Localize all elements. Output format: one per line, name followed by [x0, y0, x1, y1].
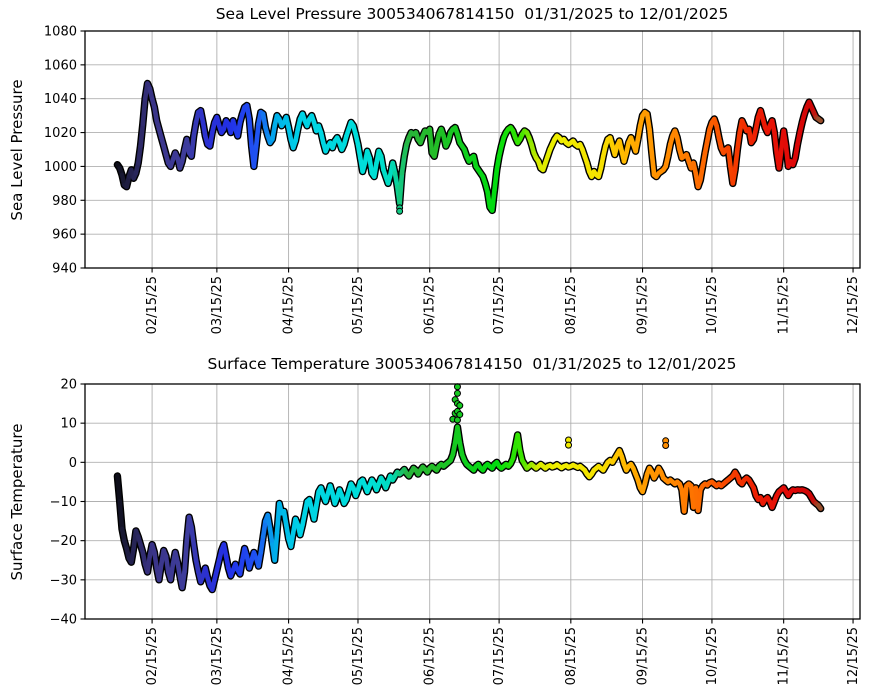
x-tick-label: 09/15/25 [636, 276, 651, 334]
outlier-dot [662, 441, 670, 449]
x-tick-label: 02/15/25 [145, 627, 160, 685]
x-tick-label: 10/15/25 [705, 276, 720, 334]
y-tick-label: 20 [60, 378, 77, 393]
x-tick-label: 08/15/25 [564, 627, 579, 685]
plot-border [84, 383, 861, 620]
outlier-dot [456, 411, 464, 419]
y-tick-label: 1080 [44, 25, 77, 40]
y-tick-label: 0 [69, 456, 77, 471]
outlier-dot [565, 441, 573, 449]
y-tick-label: −40 [50, 613, 77, 628]
surface-temperature-plot: −40 −30 −20 −10 0 10 20 02/15/25 03/15/25 04/15/2… [50, 378, 861, 686]
data-series [113, 79, 825, 215]
sea-level-pressure-plot: 940 960 980 1000 1020 1040 1060 1080 02/15/25 03/… [44, 25, 861, 335]
y-tick-label: −20 [50, 534, 77, 549]
axis-ticks [80, 30, 854, 273]
y-tick-label: 940 [52, 262, 77, 277]
x-tick-label: 12/15/25 [846, 276, 861, 334]
x-tick-label: 06/15/25 [423, 276, 438, 334]
x-tick-label: 02/15/25 [145, 276, 160, 334]
plot-border [84, 30, 861, 269]
x-tick-label: 04/15/25 [282, 627, 297, 685]
x-tick-label: 07/15/25 [492, 276, 507, 334]
y-tick-label: −30 [50, 573, 77, 588]
x-tick-label: 12/15/25 [846, 627, 861, 685]
y-tick-label: 1020 [44, 126, 77, 141]
x-tick-label: 03/15/25 [210, 276, 225, 334]
y-tick-label: 1040 [44, 92, 77, 107]
x-tick-label: 04/15/25 [282, 276, 297, 334]
x-tick-label: 05/15/25 [351, 276, 366, 334]
axis-tick-labels: 940 960 980 1000 1020 1040 1060 1080 02/15/25 03/… [44, 25, 861, 335]
outlier-points [396, 204, 404, 215]
y-tick-label: 10 [60, 417, 77, 432]
outlier-points [449, 383, 670, 449]
x-tick-label: 11/15/25 [777, 276, 792, 334]
slp-chart-title: Sea Level Pressure 300534067814150 01/31… [215, 5, 729, 23]
x-tick-label: 06/15/25 [423, 627, 438, 685]
marker-edge-path [113, 79, 825, 215]
x-tick-label: 03/15/25 [210, 627, 225, 685]
outlier-dot [453, 389, 461, 397]
x-tick-label: 05/15/25 [351, 627, 366, 685]
y-tick-label: −10 [50, 495, 77, 510]
x-tick-label: 11/15/25 [777, 627, 792, 685]
y-tick-label: 980 [52, 194, 77, 209]
y-tick-label: 960 [52, 228, 77, 243]
y-tick-label: 1060 [44, 58, 77, 73]
gridlines [85, 30, 860, 269]
temp-chart-title: Surface Temperature 300534067814150 01/3… [207, 355, 737, 373]
axis-ticks [80, 383, 854, 624]
x-tick-label: 10/15/25 [705, 627, 720, 685]
data-series [113, 423, 825, 594]
x-tick-label: 09/15/25 [636, 627, 651, 685]
axis-tick-labels: −40 −30 −20 −10 0 10 20 02/15/25 03/15/25 04/15/2… [50, 378, 861, 686]
x-tick-label: 07/15/25 [492, 627, 507, 685]
x-tick-label: 08/15/25 [564, 276, 579, 334]
marker-edge-path [113, 423, 825, 594]
y-tick-label: 1000 [44, 160, 77, 175]
outlier-dot [396, 207, 404, 215]
outlier-dot [456, 402, 464, 410]
